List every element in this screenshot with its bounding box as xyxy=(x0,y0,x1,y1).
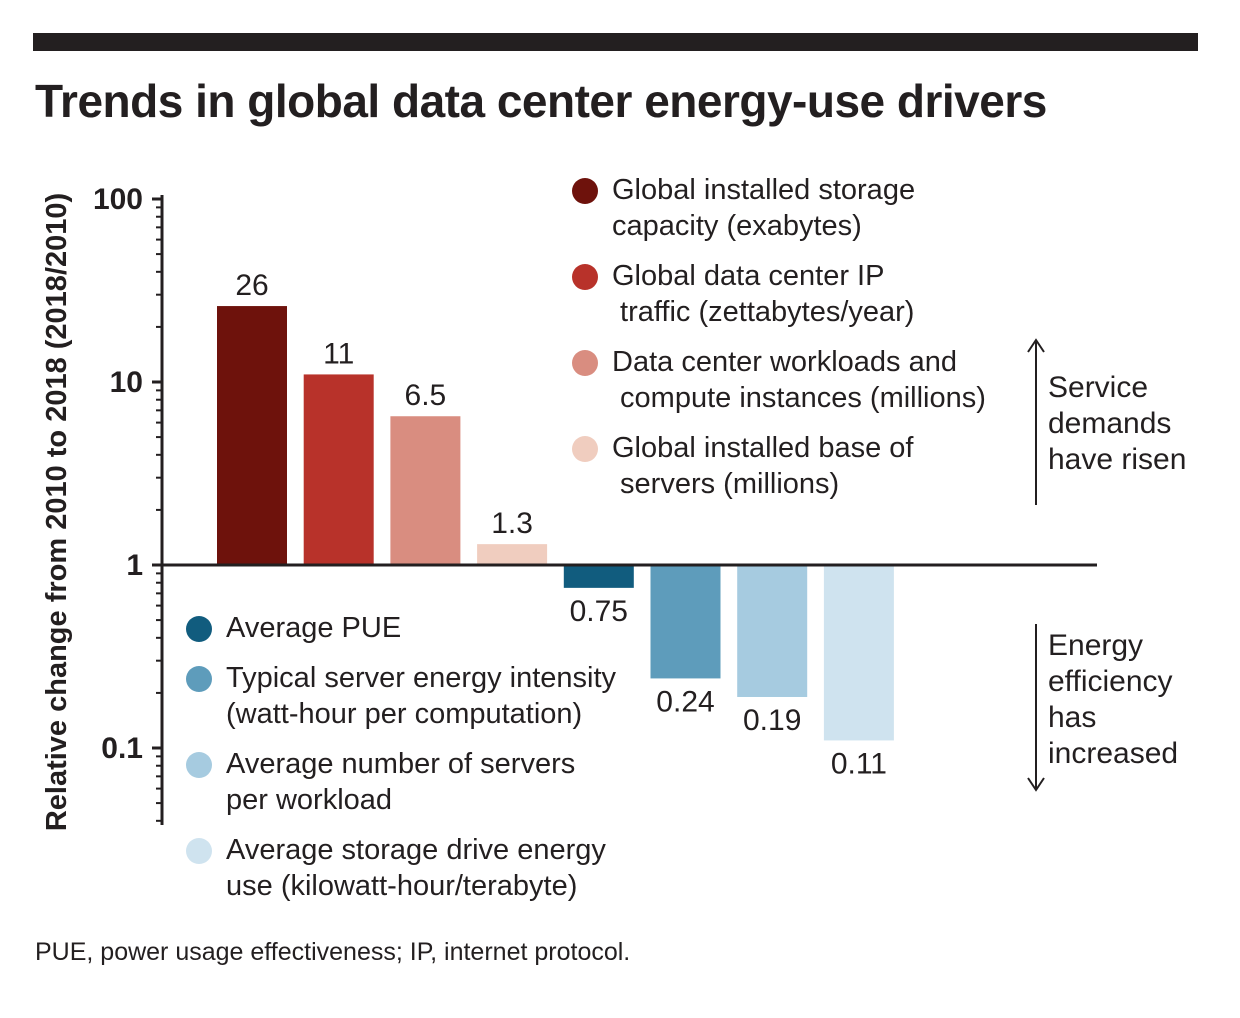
legend-swatch xyxy=(186,666,212,692)
data-label-5: 0.75 xyxy=(570,595,628,628)
chart-title: Trends in global data center energy-use … xyxy=(35,75,1047,127)
legend-swatch xyxy=(572,436,598,462)
data-label-8: 0.11 xyxy=(831,747,887,780)
bar-6 xyxy=(650,565,721,679)
legend-label: Global installed storage capacity (exaby… xyxy=(612,174,916,242)
demand-legend-item-2: Global data center IP traffic (zettabyte… xyxy=(572,258,986,330)
data-labels: 26 11 6.5 1.3 0.75 0.24 0.19 0.11 xyxy=(235,269,887,780)
legend-label: Average number of servers per workload xyxy=(226,748,576,816)
data-label-4: 1.3 xyxy=(491,507,533,540)
demand-legend-item-4: Global installed base of servers (millio… xyxy=(572,430,986,502)
legend-swatch xyxy=(186,838,212,864)
legend-energy-efficiency: Average PUE Typical server energy intensi… xyxy=(186,610,616,918)
efficiency-legend-item-3: Average number of servers per workload xyxy=(186,746,616,818)
bar-5 xyxy=(563,565,634,588)
demand-legend-item-1: Global installed storage capacity (exaby… xyxy=(572,172,986,244)
legend-swatch xyxy=(572,350,598,376)
data-label-2: 11 xyxy=(323,337,354,370)
y-axis: 100 10 1 0.1 xyxy=(93,183,164,825)
bar-2 xyxy=(303,374,374,565)
arrow-down xyxy=(1027,624,1045,792)
data-label-3: 6.5 xyxy=(405,379,447,412)
data-label-7: 0.19 xyxy=(743,704,801,737)
demand-legend-item-3: Data center workloads and compute instan… xyxy=(572,344,986,416)
bar-1 xyxy=(217,306,287,565)
y-tick-label: 10 xyxy=(110,366,143,399)
efficiency-legend-item-2: Typical server energy intensity (watt-ho… xyxy=(186,660,616,732)
bar-7 xyxy=(737,565,808,697)
annotation-service-demands: Service demands have risen xyxy=(1048,371,1187,476)
legend-label: Global installed base of servers (millio… xyxy=(612,432,914,500)
bar-4 xyxy=(477,544,548,565)
legend-swatch xyxy=(186,752,212,778)
y-axis-label: Relative change from 2010 to 2018 (2018/… xyxy=(41,193,73,831)
top-rule xyxy=(33,33,1198,51)
legend-label: Data center workloads and compute instan… xyxy=(612,346,986,414)
legend-swatch xyxy=(572,178,598,204)
bars xyxy=(217,306,894,741)
data-label-1: 26 xyxy=(235,269,268,302)
bar-8 xyxy=(823,565,894,741)
legend-swatch xyxy=(186,616,212,642)
y-tick-label: 100 xyxy=(93,183,143,216)
annotation-energy-efficiency: Energy efficiency has increased xyxy=(1048,629,1179,770)
legend-label: Global data center IP traffic (zettabyte… xyxy=(612,260,915,328)
legend-label: Average PUE xyxy=(226,612,402,644)
bar-3 xyxy=(390,416,461,565)
legend-service-demands: Global installed storage capacity (exaby… xyxy=(572,172,986,516)
efficiency-legend-item-4: Average storage drive energy use (kilowa… xyxy=(186,832,616,904)
arrow-up xyxy=(1027,338,1045,505)
footnote: PUE, power usage effectiveness; IP, inte… xyxy=(35,938,631,966)
data-label-6: 0.24 xyxy=(656,685,714,718)
legend-label: Typical server energy intensity (watt-ho… xyxy=(226,662,617,730)
legend-swatch xyxy=(572,264,598,290)
y-tick-label: 0.1 xyxy=(101,732,143,765)
y-tick-label: 1 xyxy=(126,549,143,582)
legend-label: Average storage drive energy use (kilowa… xyxy=(226,834,606,902)
efficiency-legend-item-1: Average PUE xyxy=(186,610,616,646)
